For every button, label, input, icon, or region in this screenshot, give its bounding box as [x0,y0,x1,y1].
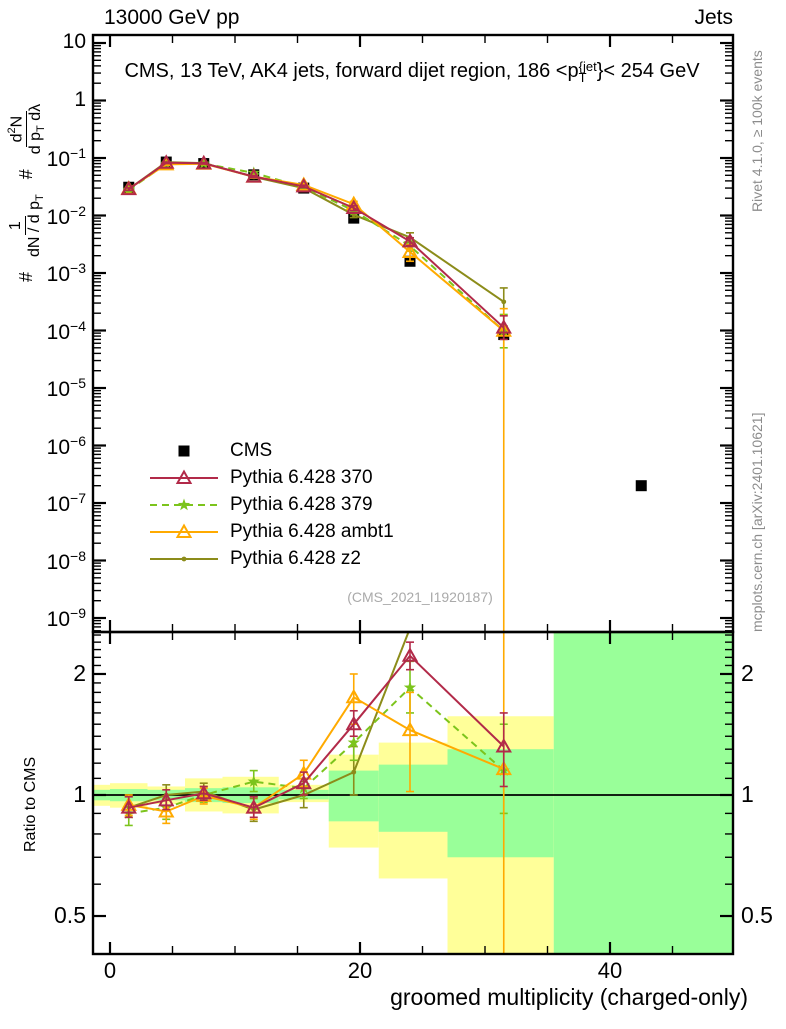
main-y-tick-label: 10−3 [46,260,86,286]
legend-item-pythia-6-428-ambt1: Pythia 6.428 ambt1 [148,518,394,545]
ylabel-frac2-num-pre: d [8,133,26,143]
main-y-tick-label: 10−9 [46,605,86,631]
ratio-panel-frame [91,630,735,956]
ylabel-frac2-num-post: N [8,115,26,128]
main-y-tick-label: 1 [74,87,86,111]
ratio-y-tick-label-left: 0.5 [54,902,86,928]
ratio-y-tick-label-left: 1 [73,781,86,807]
main-y-axis-label: # 1 dN / d pT # d2N d pT dλ [6,101,47,282]
main-y-tick-label: 10−5 [46,375,86,401]
pt-sub: T [578,69,587,85]
legend-item-pythia-6-428-370: Pythia 6.428 370 [148,464,394,491]
x-tick-label: 20 [347,958,373,983]
mcplots-arxiv-note: mcplots.cern.ch [arXiv:2401.10621] [749,412,765,632]
ylabel-frac2-num: d2N [6,110,27,148]
pt-jet-sup: {jet [578,58,597,74]
legend-marker-triangle [150,522,218,538]
legend-label: CMS [230,439,273,461]
legend-marker-triangle [150,468,218,484]
main-y-tick-label: 10−6 [46,432,86,459]
legend-item-pythia-6-428-379: Pythia 6.428 379 [148,491,394,518]
legend-label: Pythia 6.428 370 [230,466,373,488]
main-y-tick-label: 10−2 [46,202,86,229]
analysis-id-watermark: (CMS_2021_I1920187) [347,589,493,605]
legend-label: Pythia 6.428 ambt1 [230,520,394,542]
main-y-tick-label: 10−8 [46,547,86,574]
analysis-group-label: Jets [694,6,733,29]
ylabel-frac2-den-sub: T [35,125,48,132]
legend: CMS Pythia 6.428 370 Pythia 6.428 379 Pythi… [148,437,394,572]
ratio-series [120,632,512,954]
legend-marker-square [178,445,190,456]
legend-item-cms: CMS [148,437,394,464]
legend-label: Pythia 6.428 z2 [230,547,361,569]
ratio-y-tick-label-right: 1 [741,781,754,807]
legend-item-pythia-6-428-z2: Pythia 6.428 z2 [148,545,394,572]
ratio-y-tick-label-right: 0.5 [741,902,773,928]
main-y-tick-label: 10−1 [46,145,86,171]
ylabel-frac1-den-sub: T [33,194,46,201]
main-y-tick-label: 10 [62,30,86,53]
pt-jet-supsub: {jet T [578,58,597,85]
main-y-tick-label: 10−7 [46,490,86,516]
plot-title-text-end: }< 254 GeV [596,60,700,82]
x-tick-label: 40 [597,958,623,983]
x-tick-label: 0 [103,958,117,983]
main-y-tick-label: 10−4 [46,317,86,344]
ratio-y-tick-label-left: 2 [73,659,86,686]
legend-marker-star [150,498,218,510]
main-series [120,154,647,632]
legend-marker-dot [150,556,218,561]
ratio-y-tick-label-right: 2 [741,659,754,686]
plot-title: CMS, 13 TeV, AK4 jets, forward dijet reg… [50,58,774,85]
rivet-version-note: Rivet 4.1.0, ≥ 100k events [749,50,765,212]
x-axis-label: groomed multiplicity (charged-only) [390,984,748,1010]
ylabel-frac2-num-sup: 2 [6,127,18,134]
beam-energy-label: 13000 GeV pp [104,6,240,29]
plot-title-text: CMS, 13 TeV, AK4 jets, forward dijet reg… [124,60,579,82]
axis-ticks [93,35,733,954]
legend-label: Pythia 6.428 379 [230,493,373,515]
ylabel-frac1-num: 1 [7,216,26,236]
